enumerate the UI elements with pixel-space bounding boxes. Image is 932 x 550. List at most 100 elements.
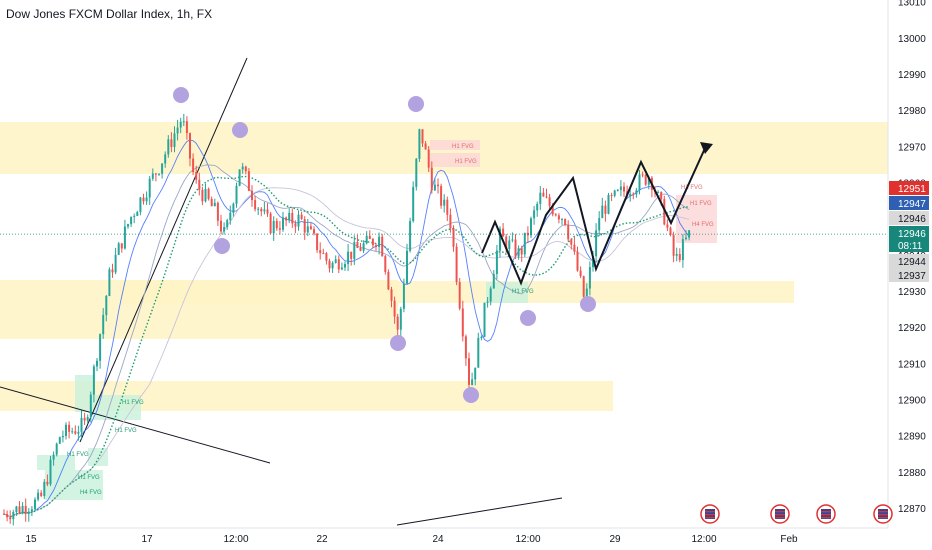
- event-icon-stripe: [821, 514, 831, 516]
- candle-body: [632, 193, 635, 195]
- candle-body: [282, 217, 284, 230]
- candle-body: [647, 177, 650, 185]
- x-tick-label: 12:00: [515, 534, 540, 545]
- candle-body: [285, 217, 288, 221]
- candle-body: [43, 481, 46, 497]
- event-icon-stripe: [878, 517, 888, 519]
- trendlines-layer: [0, 57, 563, 526]
- candle-body: [201, 189, 204, 202]
- y-tick-label: 13000: [898, 34, 926, 45]
- candle-body: [669, 227, 672, 235]
- price-label: 12951: [898, 184, 926, 195]
- candle-body: [297, 214, 300, 227]
- candle-body: [660, 191, 663, 200]
- event-icon-stripe: [775, 517, 785, 519]
- price-label-box: [889, 226, 929, 252]
- candle-body: [402, 283, 405, 309]
- candle-body: [269, 213, 272, 234]
- candle-body: [34, 499, 36, 510]
- candle-body: [657, 191, 660, 193]
- price-label-countdown: 08:11: [898, 241, 923, 252]
- candle-body: [430, 167, 433, 191]
- candle-body: [564, 218, 567, 225]
- y-tick-label: 12880: [898, 468, 926, 479]
- price-axis: 1287012880128901290012910129201293012940…: [0, 0, 926, 528]
- candle-body: [114, 254, 117, 273]
- candle-body: [24, 505, 27, 515]
- y-tick-label: 12930: [898, 287, 926, 298]
- candle-body: [86, 417, 89, 421]
- y-tick-label: 12970: [898, 142, 926, 153]
- price-label-box: [889, 181, 929, 195]
- candle-body: [461, 308, 464, 337]
- swing-marker: [463, 387, 479, 403]
- fvg-label: H1 FVG: [122, 400, 144, 406]
- candles-layer: [3, 113, 691, 526]
- candle-body: [455, 246, 458, 283]
- candle-body: [266, 209, 269, 214]
- candle-body: [3, 513, 5, 515]
- candle-body: [241, 166, 244, 170]
- candle-body: [517, 248, 520, 257]
- candle-body: [179, 121, 182, 128]
- candle-body: [216, 202, 219, 221]
- candle-body: [601, 205, 604, 219]
- candle-body: [489, 288, 492, 302]
- fvg-zone: [0, 280, 398, 339]
- fvg-label: H4 FVG: [80, 490, 102, 496]
- candle-body: [92, 366, 95, 395]
- candle-body: [486, 301, 489, 303]
- candle-body: [65, 424, 67, 436]
- candle-body: [139, 197, 142, 213]
- event-icon-stripe: [821, 517, 831, 519]
- y-tick-label: 12900: [898, 395, 926, 406]
- candle-body: [418, 129, 421, 159]
- candle-body: [554, 214, 557, 216]
- candle-body: [610, 194, 613, 196]
- candle-body: [499, 228, 501, 251]
- x-tick-label: 24: [432, 534, 444, 545]
- trendline: [0, 386, 271, 464]
- fvg-box-bull: [37, 455, 75, 470]
- candle-body: [616, 189, 619, 191]
- candle-body: [474, 367, 477, 380]
- candle-body: [189, 133, 191, 159]
- swing-marker: [214, 238, 230, 254]
- x-tick-label: 29: [609, 534, 621, 545]
- trendline: [396, 497, 563, 526]
- candle-body: [344, 264, 346, 268]
- price-label: 12946: [898, 229, 926, 240]
- y-tick-label: 12980: [898, 106, 926, 117]
- candle-body: [371, 238, 374, 246]
- candle-body: [238, 169, 241, 186]
- candle-body: [303, 219, 306, 233]
- candle-body: [154, 173, 157, 175]
- swing-marker: [408, 96, 424, 112]
- candle-body: [530, 218, 532, 236]
- candle-body: [182, 121, 185, 123]
- candle-body: [681, 239, 684, 261]
- candle-body: [576, 251, 579, 271]
- candle-body: [142, 197, 145, 202]
- candle-body: [52, 454, 55, 460]
- candle-body: [220, 220, 222, 232]
- candle-body: [102, 315, 105, 335]
- candle-body: [619, 186, 622, 190]
- x-tick-label: 22: [316, 534, 328, 545]
- candle-body: [207, 188, 210, 199]
- projection-path: [481, 145, 707, 286]
- candle-body: [492, 274, 495, 289]
- candle-body: [390, 289, 393, 301]
- swing-markers-layer: [173, 87, 596, 403]
- candle-body: [120, 243, 123, 249]
- candle-body: [71, 431, 74, 433]
- candle-body: [623, 186, 625, 192]
- candle-body: [145, 197, 148, 202]
- price-label: 12946: [898, 214, 926, 225]
- fvg-label: H1 FVG: [690, 201, 712, 207]
- candle-body: [229, 212, 232, 221]
- price-label-box: [889, 254, 929, 268]
- candle-body: [223, 227, 226, 232]
- event-icon-stripe: [705, 514, 715, 516]
